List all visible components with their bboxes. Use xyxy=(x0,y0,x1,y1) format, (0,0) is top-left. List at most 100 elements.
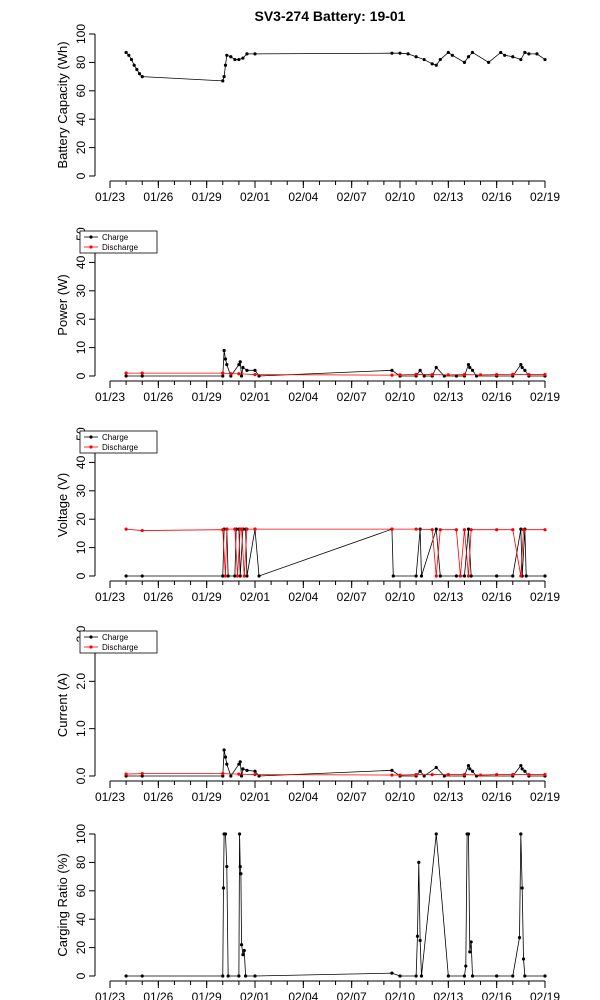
data-point xyxy=(238,574,242,578)
data-point xyxy=(221,774,225,778)
data-point xyxy=(414,372,418,376)
data-point xyxy=(523,769,527,773)
data-point xyxy=(233,574,237,578)
x-tick-label: 02/10 xyxy=(385,790,415,804)
data-point xyxy=(135,67,139,72)
x-tick-label: 02/19 xyxy=(530,590,560,604)
data-point xyxy=(446,373,450,377)
data-point xyxy=(527,772,531,777)
data-point xyxy=(466,55,471,59)
data-point xyxy=(124,772,128,776)
data-point xyxy=(253,368,257,372)
data-point xyxy=(478,373,483,377)
legend-swatch-point xyxy=(89,445,93,449)
legend-label: Charge xyxy=(102,633,129,642)
y-axis-title: Battery Capacity (Wh) xyxy=(55,41,70,168)
data-point xyxy=(434,832,438,836)
data-point xyxy=(519,574,523,578)
x-tick-label: 01/23 xyxy=(95,190,125,204)
data-point xyxy=(503,53,507,57)
x-tick-label: 02/01 xyxy=(240,390,270,404)
data-point xyxy=(450,53,454,57)
y-tick-label: 40 xyxy=(74,255,88,269)
data-point xyxy=(235,574,240,578)
y-tick-label: 0 xyxy=(74,372,88,379)
x-tick-label: 02/04 xyxy=(288,790,318,804)
data-point xyxy=(223,357,228,361)
y-tick-label: 40 xyxy=(74,912,88,926)
x-tick-label: 02/19 xyxy=(530,390,560,404)
x-tick-label: 02/19 xyxy=(530,790,560,804)
data-point xyxy=(229,372,233,376)
data-point xyxy=(253,772,257,777)
data-point xyxy=(462,772,467,777)
y-axis-title: Current (A) xyxy=(55,673,70,737)
x-tick-label: 01/29 xyxy=(192,790,222,804)
data-point xyxy=(519,527,523,531)
data-point xyxy=(221,574,225,578)
data-point xyxy=(237,372,241,376)
data-point xyxy=(419,974,424,978)
data-point xyxy=(446,50,450,55)
data-point xyxy=(438,528,442,532)
series-line xyxy=(126,372,545,376)
data-point xyxy=(124,371,128,375)
data-point xyxy=(521,957,526,961)
series-line xyxy=(126,773,545,776)
y-tick-label: 30 xyxy=(74,484,88,498)
legend-swatch-point xyxy=(89,245,93,249)
x-tick-label: 02/16 xyxy=(482,590,512,604)
data-point xyxy=(458,574,463,578)
data-point xyxy=(454,374,458,378)
y-tick-label: 80 xyxy=(74,855,88,869)
y-tick-label: 40 xyxy=(74,112,88,126)
data-point xyxy=(511,574,515,578)
data-point xyxy=(237,57,241,62)
data-point xyxy=(137,72,142,76)
data-point xyxy=(527,372,531,377)
data-point xyxy=(430,372,434,377)
data-point xyxy=(245,368,249,372)
data-point xyxy=(430,772,434,777)
data-point xyxy=(495,528,499,532)
data-point xyxy=(499,50,503,55)
y-axis-title: Carging Ratio (%) xyxy=(55,853,70,956)
data-point xyxy=(520,365,524,370)
data-point xyxy=(466,832,471,836)
x-tick-label: 02/16 xyxy=(482,190,512,204)
y-tick-label: 0 xyxy=(74,172,88,179)
x-tick-label: 02/04 xyxy=(288,990,318,1000)
data-point xyxy=(245,768,249,772)
data-point xyxy=(417,860,421,865)
data-point xyxy=(495,974,499,978)
data-point xyxy=(523,974,527,978)
data-point xyxy=(495,574,499,578)
data-point xyxy=(238,360,242,364)
y-tick-label: 60 xyxy=(74,884,88,898)
data-point xyxy=(132,63,136,67)
data-point xyxy=(223,574,228,578)
data-point xyxy=(221,528,225,532)
legend-label: Charge xyxy=(102,233,129,242)
data-point xyxy=(478,773,483,777)
y-tick-label: 100 xyxy=(74,24,88,44)
data-point xyxy=(495,372,499,377)
x-tick-label: 02/07 xyxy=(337,190,367,204)
data-point xyxy=(237,363,241,367)
y-tick-label: 20 xyxy=(74,512,88,526)
legend-swatch-point xyxy=(89,635,93,639)
data-point xyxy=(253,974,257,978)
y-tick-label: 40 xyxy=(74,455,88,469)
data-point xyxy=(225,363,229,367)
y-tick-label: 20 xyxy=(74,312,88,326)
data-point xyxy=(140,374,144,378)
x-tick-label: 01/23 xyxy=(95,790,125,804)
data-point xyxy=(520,886,524,890)
data-point xyxy=(511,528,515,532)
data-point xyxy=(140,371,144,375)
x-tick-label: 02/07 xyxy=(337,390,367,404)
data-point xyxy=(253,372,257,377)
series-line xyxy=(126,350,545,377)
